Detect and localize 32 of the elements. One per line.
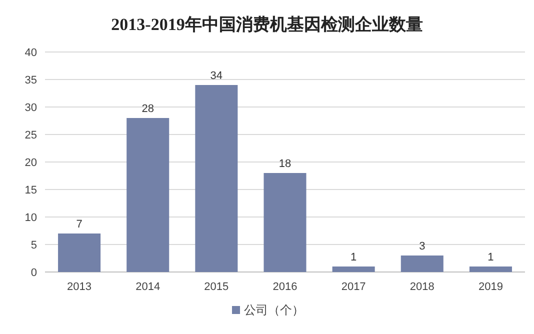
y-tick-label: 40 [24,47,37,59]
legend-label: 公司（个） [244,303,304,317]
y-tick-label: 10 [24,212,37,224]
y-tick-label: 30 [24,102,37,114]
x-tick-label: 2013 [67,281,92,293]
chart-title: 2013-2019年中国消费机基因检测企业数量 [111,15,423,34]
data-label: 1 [350,252,357,264]
y-tick-label: 5 [30,240,37,252]
x-tick-label: 2015 [204,281,229,293]
bar [195,85,238,272]
bar [400,256,444,272]
x-tick-label: 2016 [272,281,298,293]
bar [332,266,375,272]
y-tick-label: 25 [24,130,37,142]
y-tick-label: 15 [24,184,37,196]
bar [126,118,170,272]
y-tick-label: 35 [24,74,37,86]
bar [469,266,512,272]
data-label: 7 [76,218,82,230]
bar [264,173,306,272]
data-label: 34 [210,70,223,82]
x-tick-label: 2017 [341,281,366,293]
bar [58,234,101,272]
x-tick-label: 2014 [136,281,160,293]
data-label: 18 [278,158,292,170]
data-label: 1 [488,252,494,264]
x-tick-label: 2019 [478,281,503,293]
x-tick-label: 2018 [410,281,434,293]
data-label: 28 [142,103,154,115]
y-tick-label: 20 [24,157,37,169]
y-tick-label: 0 [30,267,37,279]
data-label: 3 [419,240,426,252]
